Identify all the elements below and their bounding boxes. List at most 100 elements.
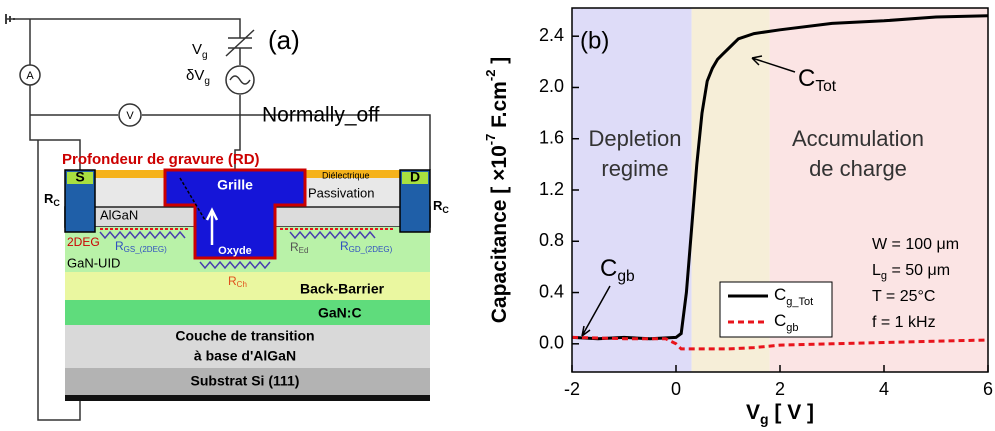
- resistor: [99, 230, 186, 240]
- text: g: [204, 76, 210, 87]
- label: Oxyde: [218, 245, 252, 257]
- x-tick-label: 4: [879, 379, 889, 399]
- text: C: [774, 311, 786, 330]
- condition: Lg = 50 μm: [872, 262, 950, 282]
- text: V: [192, 41, 202, 58]
- region: [572, 8, 692, 372]
- x-tick-label: 6: [983, 379, 993, 399]
- text: gb: [786, 322, 798, 334]
- text: g: [202, 50, 208, 61]
- text: Ch: [237, 280, 247, 289]
- label: RC: [433, 198, 449, 215]
- text: g_Tot: [786, 296, 813, 308]
- annotation-arrow: [751, 55, 796, 73]
- text: F.cm: [488, 81, 511, 134]
- ammeter: [19, 64, 41, 86]
- drain-top: [402, 172, 428, 184]
- wire: [6, 18, 241, 170]
- text: δV: [186, 67, 204, 84]
- label: Back-Barrier: [300, 281, 385, 297]
- resistor: [289, 230, 376, 240]
- label: REd: [290, 240, 308, 255]
- text: C: [600, 255, 617, 282]
- arrow: [179, 177, 206, 221]
- arrow: [205, 207, 219, 245]
- text: g: [881, 270, 887, 282]
- substrate-layer: [65, 368, 430, 395]
- text: GS_(2DEG): [124, 245, 167, 254]
- label: Passivation: [308, 185, 374, 200]
- label: Profondeur de gravure (RD): [62, 151, 260, 168]
- text: R: [115, 239, 124, 253]
- label: AlGaN: [100, 207, 138, 222]
- panel-label: (a): [268, 25, 300, 55]
- x-tick-label: -2: [564, 379, 580, 399]
- condition: T = 25°C: [872, 288, 935, 305]
- label: à base d'AlGaN: [194, 348, 296, 364]
- source-top: [67, 172, 93, 184]
- label: RC: [44, 191, 60, 208]
- label: δVg: [186, 67, 210, 87]
- wire: [30, 114, 431, 170]
- diagram-labels: (a) Vg δVg A V Normally_off Profondeur d…: [26, 25, 449, 389]
- label: Substrat Si (111): [191, 373, 300, 389]
- ac-source: [225, 65, 255, 95]
- series-line: [571, 335, 989, 351]
- y-tick-label: 0.4: [539, 281, 564, 301]
- text: g: [760, 411, 769, 427]
- gate: [163, 168, 307, 260]
- backside-contact: [65, 395, 430, 401]
- y-tick-label: 0.8: [539, 230, 564, 250]
- x-axis-label: Vg [ V ]: [746, 401, 814, 427]
- region-label: de charge: [809, 156, 907, 181]
- label: RGD_(2DEG): [340, 239, 393, 254]
- y-tick-label: 2.4: [539, 25, 564, 45]
- text: C: [442, 205, 449, 215]
- text: Capacitance [ ×10: [488, 145, 511, 323]
- region-label: Accumulation: [792, 126, 924, 151]
- text: R: [340, 239, 349, 253]
- text: R: [433, 198, 443, 213]
- region-label: Depletion: [589, 126, 682, 151]
- label: RGS_(2DEG): [115, 239, 167, 254]
- y-tick-label: 1.6: [539, 127, 564, 147]
- text: Tot: [815, 78, 836, 95]
- text: L: [872, 262, 881, 279]
- label: V: [126, 110, 134, 122]
- condition: f = 1 kHz: [872, 314, 936, 331]
- annotation-arrow: [581, 285, 611, 337]
- text: = 50 μm: [887, 262, 950, 279]
- text: R: [44, 191, 54, 206]
- y-axis-label: Capacitance [ ×10-7 F.cm-2 ]: [483, 57, 510, 324]
- text: V: [746, 401, 760, 424]
- label: Grille: [217, 177, 253, 193]
- voltmeter: [118, 103, 142, 127]
- label: Vg: [192, 41, 208, 61]
- x-tick-label: 2: [775, 379, 785, 399]
- wire: [29, 19, 81, 421]
- label: Couche de transition: [175, 328, 314, 344]
- text: R: [228, 274, 237, 288]
- label: GaN-UID: [67, 255, 120, 270]
- text: C: [798, 65, 815, 92]
- text: -7: [483, 134, 498, 146]
- x-tick-label: 0: [671, 379, 681, 399]
- text: Ed: [299, 246, 309, 255]
- text: R: [290, 240, 299, 254]
- text: GD_(2DEG): [349, 245, 393, 254]
- legend-box: [719, 281, 833, 338]
- annotation: Cgb: [600, 255, 635, 285]
- y-tick-label: 2.0: [539, 76, 564, 96]
- ac-symbol: [229, 75, 251, 85]
- label: 2DEG: [67, 235, 100, 249]
- plot-frame: [571, 7, 989, 373]
- label: RCh: [228, 274, 247, 289]
- annotation: CTot: [798, 65, 837, 95]
- text: C: [774, 285, 786, 304]
- label: S: [75, 169, 84, 185]
- chart: Depletion regime Accumulation de charge 0.0 0…: [483, 7, 993, 427]
- label: D: [410, 169, 420, 185]
- region-label: regime: [601, 156, 668, 181]
- text: [ V ]: [769, 401, 815, 424]
- label: Diélectrique: [322, 170, 370, 180]
